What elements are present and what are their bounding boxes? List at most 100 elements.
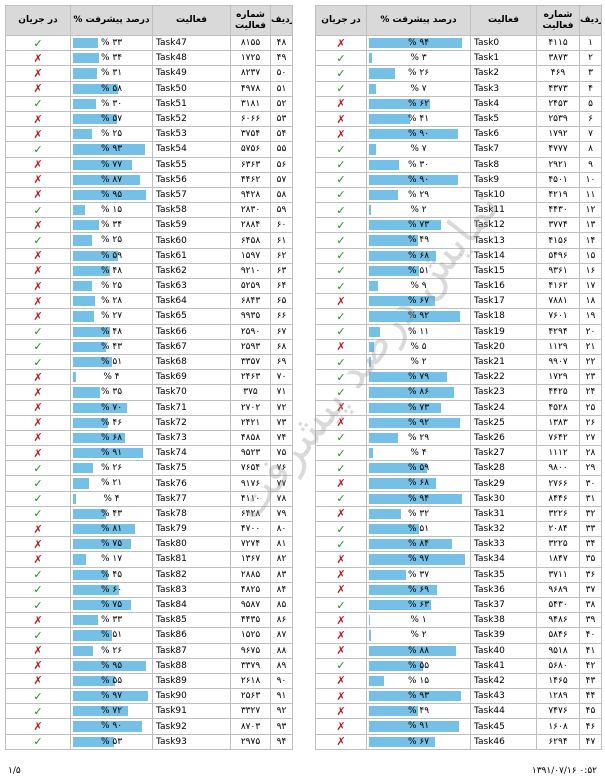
- table-row[interactable]: ✓ % ۷ Task3 ۴۳۷۳ ۴: [315, 80, 602, 97]
- table-row[interactable]: ✗ % ۶۸ Task73 ۴۸۵۸ ۷۴: [5, 429, 293, 447]
- table-row[interactable]: ✓ % ۲ Task11 ۴۴۳۰ ۱۲: [315, 202, 602, 219]
- table-row[interactable]: ✗ % ۹۰ Task92 ۸۷۰۳ ۹۳: [5, 718, 293, 735]
- table-row[interactable]: ✗ % ۱ Task38 ۹۴۸۶ ۳۹: [315, 612, 602, 629]
- table-row[interactable]: ✗ % ۲ Task39 ۵۸۴۶ ۴۰: [315, 627, 602, 644]
- table-row[interactable]: ✗ % ۶۲ Task4 ۲۴۵۳ ۵: [315, 95, 602, 112]
- table-row[interactable]: ✓ % ۴۹ Task13 ۴۱۵۶ ۱۴: [315, 232, 602, 249]
- header-activity[interactable]: فعالیت: [152, 5, 231, 36]
- table-row[interactable]: ✗ % ۹۱ Task45 ۱۶۰۸ ۴۶: [315, 718, 602, 735]
- table-row[interactable]: ✓ % ۸۴ Task33 ۳۲۲۵ ۳۴: [315, 536, 602, 553]
- table-row[interactable]: ✓ % ۵۱ Task68 ۳۳۵۷ ۶۹: [5, 353, 293, 371]
- table-row[interactable]: ✗ % ۵۷ Task52 ۶۰۶۶ ۵۳: [5, 110, 293, 128]
- table-row[interactable]: ✓ % ۶۸ Task14 ۵۴۹۶ ۱۵: [315, 247, 602, 264]
- table-row[interactable]: ✓ % ۹۷ Task90 ۲۵۶۳ ۹۱: [5, 688, 293, 705]
- table-row[interactable]: ✗ % ۲۸ Task64 ۶۸۴۳ ۶۵: [5, 293, 293, 310]
- table-row[interactable]: ✓ % ۱۵ Task58 ۲۸۳۰ ۵۹: [5, 202, 293, 219]
- table-row[interactable]: ✗ % ۹۱ Task74 ۹۵۲۳ ۷۵: [5, 445, 293, 462]
- table-row[interactable]: ✗ % ۳۴ Task59 ۲۸۸۴ ۶۰: [5, 217, 293, 234]
- table-row[interactable]: ✗ % ۵ Task20 ۱۱۲۹ ۲۱: [315, 338, 602, 355]
- table-row[interactable]: ✓ % ۹۲ Task18 ۷۶۰۱ ۱۹: [315, 308, 602, 325]
- table-row[interactable]: ✓ % ۴۳ Task67 ۲۵۹۳ ۶۸: [5, 338, 293, 355]
- table-row[interactable]: ✓ % ۲ Task21 ۹۹۰۷ ۲۲: [315, 353, 602, 371]
- table-row[interactable]: ✓ % ۲۵ Task60 ۶۴۵۸ ۶۱: [5, 232, 293, 249]
- table-row[interactable]: ✗ % ۴ Task69 ۲۴۶۳ ۷۰: [5, 369, 293, 386]
- table-row[interactable]: ✓ % ۷۲ Task91 ۳۳۲۷ ۹۲: [5, 703, 293, 720]
- table-row[interactable]: ✗ % ۷۷ Task55 ۶۳۶۳ ۵۶: [5, 156, 293, 173]
- table-row[interactable]: ✓ % ۳۳ Task47 ۸۱۵۵ ۴۸: [5, 34, 293, 52]
- table-row[interactable]: ✓ % ۷۳ Task12 ۳۷۷۴ ۱۳: [315, 217, 602, 234]
- table-row[interactable]: ✗ % ۹۲ Task25 ۱۳۸۳ ۲۶: [315, 414, 602, 431]
- table-row[interactable]: ✓ % ۴ Task77 ۴۱۱۰ ۷۸: [5, 490, 293, 507]
- table-row[interactable]: ✗ % ۵۸ Task50 ۴۹۷۸ ۵۱: [5, 80, 293, 97]
- table-row[interactable]: ✗ % ۶۷ Task17 ۷۸۸۱ ۱۸: [315, 293, 602, 310]
- table-row[interactable]: ✗ % ۲۶ Task87 ۹۶۷۵ ۸۸: [5, 642, 293, 659]
- table-row[interactable]: ✗ % ۴۱ Task5 ۲۵۳۹ ۶: [315, 110, 602, 128]
- table-row[interactable]: ✗ % ۴۸ Task62 ۹۲۱۰ ۶۳: [5, 262, 293, 280]
- table-row[interactable]: ✓ % ۵۱ Task15 ۹۳۶۱ ۱۶: [315, 262, 602, 280]
- table-row[interactable]: ✓ % ۴۳ Task78 ۶۴۲۸ ۷۹: [5, 505, 293, 523]
- table-row[interactable]: ✓ % ۵۵ Task41 ۵۶۸۰ ۴۲: [315, 657, 602, 674]
- table-row[interactable]: ✓ % ۲۹ Task26 ۷۶۴۲ ۲۷: [315, 429, 602, 447]
- table-row[interactable]: ✗ % ۶۷ Task46 ۶۲۹۴ ۴۷: [315, 733, 602, 750]
- table-row[interactable]: ✓ % ۹۰ Task9 ۴۵۰۱ ۱۰: [315, 171, 602, 188]
- table-row[interactable]: ✓ % ۳۰ Task51 ۳۱۸۱ ۵۲: [5, 95, 293, 112]
- table-row[interactable]: ✓ % ۸۶ Task23 ۴۴۲۵ ۲۴: [315, 384, 602, 401]
- header-progress[interactable]: % درصد پیشرفت: [366, 5, 471, 36]
- header-code[interactable]: شماره فعالیت: [230, 5, 271, 36]
- table-row[interactable]: ✗ % ۶۹ Task36 ۹۶۸۹ ۳۷: [315, 581, 602, 598]
- table-row[interactable]: ✗ % ۲۵ Task63 ۵۲۵۹ ۶۴: [5, 277, 293, 295]
- table-row[interactable]: ✓ % ۶۰ Task83 ۴۸۲۵ ۸۴: [5, 581, 293, 598]
- table-row[interactable]: ✓ % ۹۳ Task54 ۵۷۵۶ ۵۵: [5, 141, 293, 158]
- table-row[interactable]: ✓ % ۷۹ Task22 ۱۷۲۹ ۲۳: [315, 369, 602, 386]
- table-row[interactable]: ✗ % ۳۱ Task49 ۸۲۳۷ ۵۰: [5, 65, 293, 82]
- header-activity[interactable]: فعالیت: [470, 5, 537, 36]
- table-row[interactable]: ✗ % ۷۰ Task71 ۲۷۰۲ ۷۲: [5, 399, 293, 416]
- table-row[interactable]: ✗ % ۳۷ Task35 ۳۷۱۱ ۳۶: [315, 566, 602, 583]
- table-row[interactable]: ✓ % ۳۰ Task8 ۲۹۲۱ ۹: [315, 156, 602, 173]
- header-progress[interactable]: % درصد پیشرفت: [70, 5, 153, 36]
- header-status[interactable]: در جریان: [5, 5, 71, 36]
- table-row[interactable]: ✗ % ۳۲ Task31 ۳۲۲۶ ۳۲: [315, 505, 602, 523]
- table-row[interactable]: ✗ % ۴۶ Task72 ۲۴۲۱ ۷۳: [5, 414, 293, 431]
- table-row[interactable]: ✓ % ۲۱ Task76 ۹۱۷۶ ۷۷: [5, 475, 293, 492]
- table-row[interactable]: ✗ % ۶۸ Task29 ۲۷۶۶ ۳۰: [315, 475, 602, 492]
- table-row[interactable]: ✓ % ۴۵ Task82 ۲۸۸۵ ۸۳: [5, 566, 293, 583]
- table-row[interactable]: ✓ % ۹۴ Task30 ۸۴۴۶ ۳۱: [315, 490, 602, 507]
- table-row[interactable]: ✓ % ۴۸ Task66 ۲۵۹۰ ۶۷: [5, 323, 293, 340]
- table-row[interactable]: ✓ % ۵۹ Task28 ۹۸۰۰ ۲۹: [315, 460, 602, 477]
- table-row[interactable]: ✓ % ۵۳ Task93 ۲۹۷۵ ۹۴: [5, 733, 293, 750]
- table-row[interactable]: ✗ % ۹۵ Task57 ۹۴۲۸ ۵۸: [5, 186, 293, 204]
- table-row[interactable]: ✗ % ۸۱ Task79 ۴۷۰۰ ۸۰: [5, 520, 293, 538]
- table-row[interactable]: ✓ % ۷ Task7 ۴۷۷۷ ۸: [315, 141, 602, 158]
- table-row[interactable]: ✗ % ۹۵ Task88 ۳۳۷۹ ۸۹: [5, 657, 293, 674]
- table-row[interactable]: ✗ % ۷۵ Task80 ۷۲۷۴ ۸۱: [5, 536, 293, 553]
- table-row[interactable]: ✓ % ۵۱ Task32 ۲۰۸۴ ۳۳: [315, 520, 602, 538]
- table-row[interactable]: ✗ % ۹۰ Task6 ۱۷۹۲ ۷: [315, 126, 602, 143]
- header-rank[interactable]: ردیف: [579, 5, 602, 36]
- table-row[interactable]: ✗ % ۹۳ Task43 ۱۲۸۹ ۴۴: [315, 688, 602, 705]
- table-row[interactable]: ✓ % ۲۶ Task75 ۷۶۵۴ ۷۶: [5, 460, 293, 477]
- table-row[interactable]: ✓ % ۳ Task1 ۳۸۷۳ ۲: [315, 50, 602, 67]
- table-row[interactable]: ✗ % ۵۹ Task61 ۱۵۹۷ ۶۲: [5, 247, 293, 264]
- table-row[interactable]: ✗ % ۵۵ Task89 ۲۶۱۸ ۹۰: [5, 672, 293, 690]
- header-status[interactable]: در جریان: [315, 5, 367, 36]
- header-rank[interactable]: ردیف: [270, 5, 293, 36]
- table-row[interactable]: ✗ % ۳۴ Task48 ۱۷۲۵ ۴۹: [5, 50, 293, 67]
- table-row[interactable]: ✓ % ۴ Task27 ۱۱۱۲ ۲۸: [315, 445, 602, 462]
- table-row[interactable]: ✗ % ۸۷ Task56 ۴۴۶۲ ۵۷: [5, 171, 293, 188]
- table-row[interactable]: ✗ % ۷۳ Task24 ۴۵۲۸ ۲۵: [315, 399, 602, 416]
- table-row[interactable]: ✗ % ۹۴ Task0 ۴۱۱۵ ۱: [315, 34, 602, 52]
- table-row[interactable]: ✗ % ۲۷ Task65 ۹۹۳۵ ۶۶: [5, 308, 293, 325]
- header-code[interactable]: شماره فعالیت: [536, 5, 580, 36]
- table-row[interactable]: ✗ % ۹۷ Task34 ۱۸۴۷ ۳۵: [315, 551, 602, 568]
- table-row[interactable]: ✗ % ۳۵ Task70 ۳۷۵ ۷۱: [5, 384, 293, 401]
- table-row[interactable]: ✗ % ۱۵ Task42 ۱۴۶۵ ۴۳: [315, 672, 602, 690]
- table-row[interactable]: ✓ % ۲۹ Task10 ۴۲۱۹ ۱۱: [315, 186, 602, 204]
- table-row[interactable]: ✓ % ۲۶ Task2 ۴۶۹ ۳: [315, 65, 602, 82]
- table-row[interactable]: ✓ % ۷۵ Task84 ۹۵۸۷ ۸۵: [5, 596, 293, 614]
- table-row[interactable]: ✓ % ۱۱ Task19 ۴۲۹۴ ۲۰: [315, 323, 602, 340]
- table-row[interactable]: ✓ % ۹ Task16 ۴۱۶۲ ۱۷: [315, 277, 602, 295]
- table-row[interactable]: ✗ % ۴۹ Task44 ۷۴۷۶ ۴۵: [315, 703, 602, 720]
- table-row[interactable]: ✗ % ۳۳ Task85 ۴۴۳۵ ۸۶: [5, 612, 293, 629]
- table-row[interactable]: ✓ % ۶۳ Task37 ۵۴۳۰ ۳۸: [315, 596, 602, 614]
